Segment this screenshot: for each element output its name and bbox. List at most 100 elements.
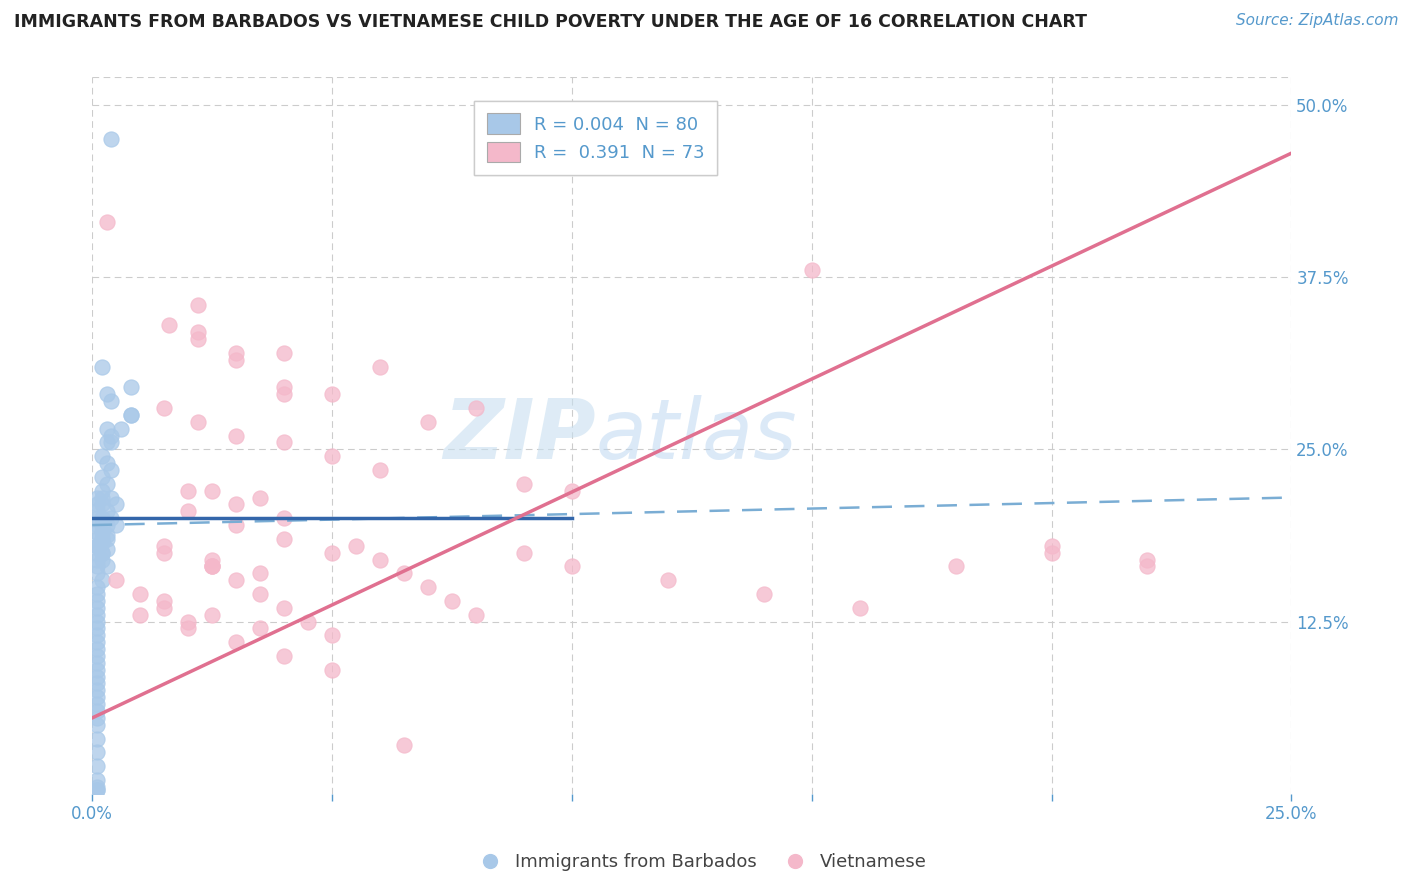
Point — [90, 491, 112, 505]
Point — [90, 546, 112, 560]
Point — [153, 546, 176, 560]
Point — [86, 782, 108, 797]
Point — [86, 697, 108, 711]
Point — [96, 435, 118, 450]
Point — [105, 497, 128, 511]
Point — [110, 422, 132, 436]
Point — [86, 524, 108, 539]
Point — [90, 524, 112, 539]
Point — [86, 552, 108, 566]
Point — [86, 642, 108, 657]
Point — [96, 476, 118, 491]
Point — [1136, 552, 1159, 566]
Point — [96, 559, 118, 574]
Point — [100, 394, 122, 409]
Point — [368, 552, 391, 566]
Point — [201, 559, 224, 574]
Point — [86, 580, 108, 594]
Point — [187, 298, 209, 312]
Point — [86, 704, 108, 718]
Point — [945, 559, 967, 574]
Point — [225, 573, 247, 587]
Point — [86, 621, 108, 635]
Point — [86, 780, 108, 794]
Point — [86, 497, 108, 511]
Point — [96, 215, 118, 229]
Point — [201, 559, 224, 574]
Point — [86, 772, 108, 787]
Point — [96, 422, 118, 436]
Point — [86, 635, 108, 649]
Point — [321, 663, 343, 677]
Point — [100, 132, 122, 146]
Point — [187, 415, 209, 429]
Point — [249, 491, 271, 505]
Legend: R = 0.004  N = 80, R =  0.391  N = 73: R = 0.004 N = 80, R = 0.391 N = 73 — [474, 101, 717, 175]
Point — [90, 518, 112, 533]
Point — [848, 600, 870, 615]
Point — [120, 408, 142, 422]
Point — [368, 463, 391, 477]
Point — [96, 541, 118, 556]
Point — [90, 483, 112, 498]
Point — [86, 782, 108, 797]
Point — [752, 587, 775, 601]
Point — [440, 594, 463, 608]
Point — [344, 539, 367, 553]
Point — [297, 615, 319, 629]
Point — [86, 600, 108, 615]
Point — [86, 759, 108, 773]
Point — [392, 566, 415, 581]
Point — [86, 663, 108, 677]
Point — [249, 587, 271, 601]
Point — [100, 491, 122, 505]
Point — [90, 359, 112, 374]
Text: Source: ZipAtlas.com: Source: ZipAtlas.com — [1236, 13, 1399, 29]
Point — [657, 573, 679, 587]
Point — [153, 594, 176, 608]
Point — [96, 532, 118, 546]
Point — [86, 546, 108, 560]
Point — [201, 607, 224, 622]
Point — [201, 559, 224, 574]
Point — [86, 518, 108, 533]
Point — [86, 745, 108, 759]
Point — [90, 532, 112, 546]
Point — [90, 470, 112, 484]
Point — [86, 656, 108, 670]
Point — [416, 580, 439, 594]
Point — [100, 428, 122, 442]
Point — [86, 670, 108, 684]
Point — [273, 648, 295, 663]
Point — [86, 532, 108, 546]
Point — [90, 511, 112, 525]
Point — [90, 449, 112, 463]
Point — [273, 511, 295, 525]
Point — [321, 546, 343, 560]
Point — [86, 648, 108, 663]
Point — [321, 387, 343, 401]
Point — [800, 263, 823, 277]
Point — [416, 415, 439, 429]
Point — [225, 428, 247, 442]
Point — [321, 449, 343, 463]
Point — [86, 607, 108, 622]
Point — [249, 566, 271, 581]
Point — [96, 518, 118, 533]
Point — [86, 539, 108, 553]
Point — [86, 690, 108, 705]
Point — [464, 401, 486, 415]
Point — [100, 435, 122, 450]
Point — [86, 587, 108, 601]
Text: atlas: atlas — [596, 395, 797, 476]
Point — [201, 552, 224, 566]
Point — [153, 401, 176, 415]
Point — [273, 532, 295, 546]
Point — [187, 325, 209, 339]
Point — [464, 607, 486, 622]
Point — [153, 600, 176, 615]
Point — [90, 573, 112, 587]
Point — [225, 346, 247, 360]
Point — [273, 435, 295, 450]
Point — [105, 518, 128, 533]
